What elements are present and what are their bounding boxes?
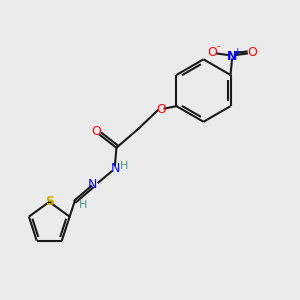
- Text: -: -: [217, 41, 220, 51]
- Text: O: O: [156, 103, 166, 116]
- Text: N: N: [88, 178, 97, 190]
- Text: N: N: [110, 162, 120, 175]
- Text: H: H: [120, 161, 128, 171]
- Text: O: O: [247, 46, 257, 59]
- Text: N: N: [227, 50, 237, 63]
- Text: +: +: [233, 47, 241, 56]
- Text: O: O: [207, 46, 217, 59]
- Text: S: S: [45, 195, 54, 208]
- Text: H: H: [79, 200, 87, 210]
- Text: O: O: [91, 125, 101, 138]
